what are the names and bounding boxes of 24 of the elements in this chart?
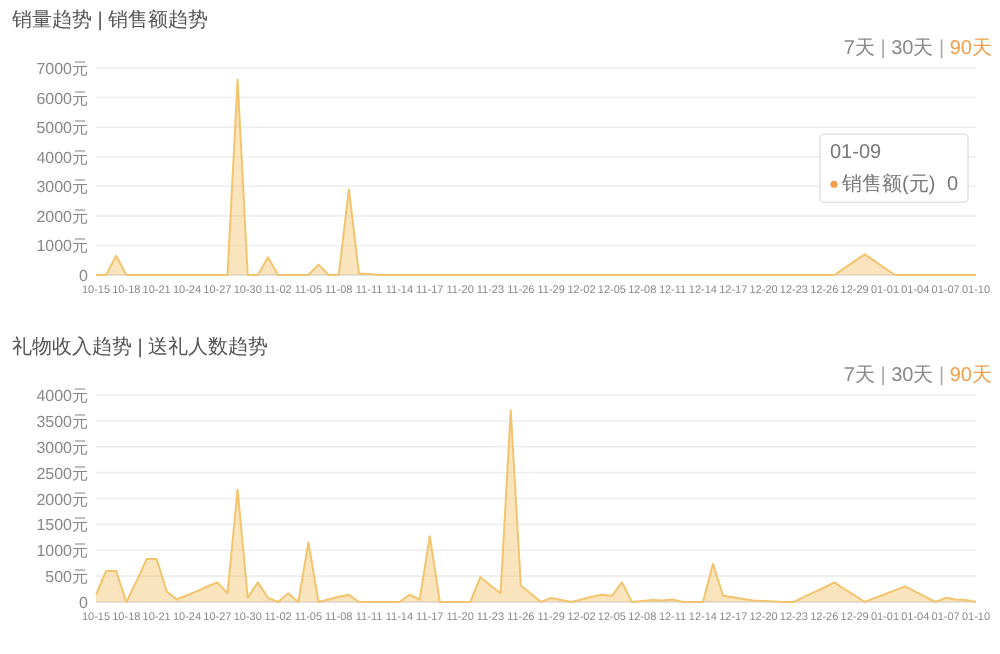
text: 7天 | 30天 | 90天 [843,365,992,387]
y-tick-label: 4000元 [36,387,88,405]
annotation: 0 [946,174,959,197]
chart-title: 销量趋势 | 销售额趋势 [10,8,209,32]
y-tick-label: 1000元 [36,237,88,256]
annotation: 01-09 [830,142,883,165]
y-tick-label: 500元 [45,568,88,587]
y-tick-label: 2500元 [36,464,88,483]
y-tick-label: 7000元 [36,60,88,78]
y-tick-label: 6000元 [36,89,88,108]
y-tick-label: 0 [79,594,90,612]
chart-title: 礼物收入趋势 | 送礼人数趋势 [12,335,269,359]
y-tick-label: 4000元 [36,148,88,167]
y-tick-label: 2000元 [36,490,88,509]
y-tick-label: 3500元 [36,412,88,431]
y-tick-label: 1000元 [36,542,88,561]
annotation: 销售额(元) [840,172,936,197]
y-tick-label: 0 [79,267,90,285]
y-tick-label: 1500元 [36,516,88,535]
y-tick-label: 3000元 [36,438,88,457]
y-tick-label: 5000元 [36,119,88,138]
text: 7天 | 30天 | 90天 [843,38,992,60]
y-tick-label: 3000元 [36,178,88,197]
y-tick-label: 2000元 [36,207,88,226]
